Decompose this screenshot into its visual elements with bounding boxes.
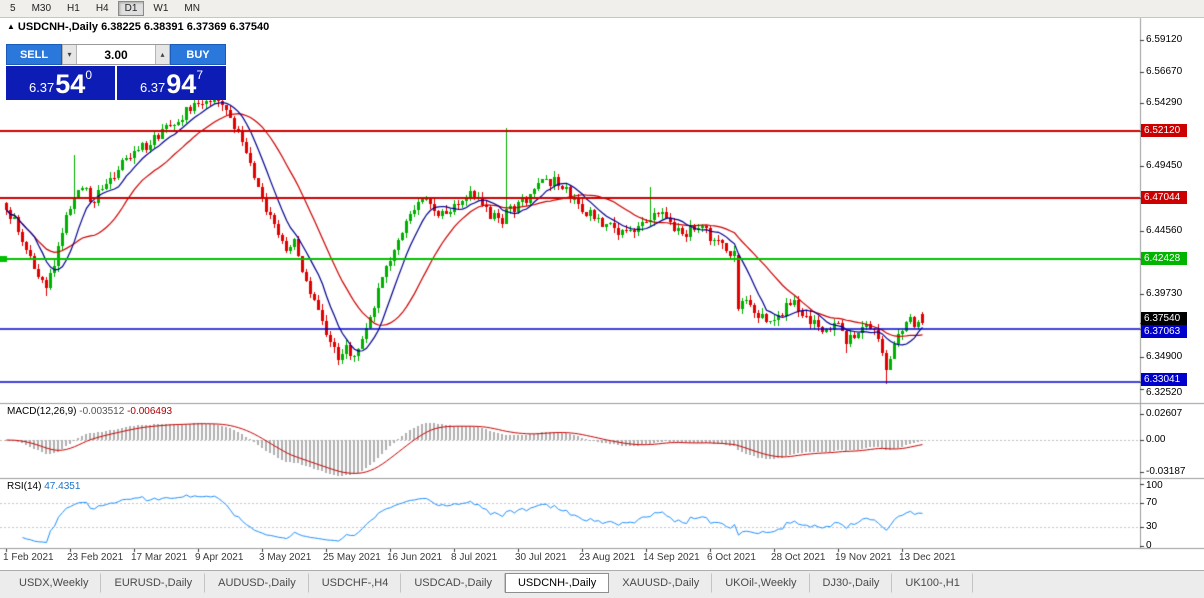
chart-tab-usdcnh-daily[interactable]: USDCNH-,Daily	[504, 573, 610, 593]
rsi-name: RSI(14)	[7, 481, 42, 492]
buy-button[interactable]: BUY	[170, 44, 226, 65]
buy-price-sup: 7	[196, 68, 204, 82]
one-click-trading-panel: SELL ▾ 3.00 ▴ BUY 6.37 54 0 6.37 94 7	[6, 44, 226, 100]
chart-tabs-bar: USDX,Weekly EURUSD-,Daily AUDUSD-,Daily USD…	[0, 570, 1204, 598]
chart-marker-icon: ▲	[7, 22, 15, 31]
volume-decrease-button[interactable]: ▾	[62, 45, 77, 64]
macd-indicator-label: MACD(12,26,9) -0.003512 -0.006493	[7, 406, 172, 417]
sell-price-sup: 0	[85, 68, 93, 82]
trade-prices-row: 6.37 54 0 6.37 94 7	[6, 66, 226, 100]
timeframe-button-w1[interactable]: W1	[153, 3, 169, 14]
triangle-up-icon: ▴	[160, 50, 165, 59]
sell-price-big: 54	[55, 69, 86, 99]
timeframe-button-5[interactable]: 5	[10, 3, 16, 14]
macd-main-value: -0.003512	[79, 406, 125, 417]
chart-ohlc-header: ▲ USDCNH-,Daily 6.38225 6.38391 6.37369 6…	[7, 21, 269, 33]
timeframe-button-d1[interactable]: D1	[117, 1, 145, 16]
sell-button[interactable]: SELL	[6, 44, 62, 65]
macd-name: MACD(12,26,9)	[7, 406, 77, 417]
macd-signal-value: -0.006493	[127, 406, 173, 417]
rsi-indicator-label: RSI(14) 47.4351	[7, 481, 80, 492]
buy-price-prefix: 6.37	[139, 80, 166, 95]
triangle-down-icon: ▾	[67, 50, 72, 59]
timeframe-button-m30[interactable]: M30	[31, 3, 52, 14]
chart-tab-usdchf-h4[interactable]: USDCHF-,H4	[309, 573, 402, 593]
trade-controls-row: SELL ▾ 3.00 ▴ BUY	[6, 44, 226, 65]
rsi-value: 47.4351	[44, 481, 81, 492]
volume-control: ▾ 3.00 ▴	[62, 44, 170, 65]
chart-tab-usdx-weekly[interactable]: USDX,Weekly	[6, 573, 102, 593]
chart-tab-xauusd-daily[interactable]: XAUUSD-,Daily	[609, 573, 713, 593]
volume-input[interactable]: 3.00	[104, 47, 128, 62]
volume-increase-button[interactable]: ▴	[155, 45, 170, 64]
chart-tab-usdcad-daily[interactable]: USDCAD-,Daily	[401, 573, 505, 593]
timeframe-button-h1[interactable]: H1	[67, 3, 80, 14]
timeframe-button-h4[interactable]: H4	[95, 3, 109, 14]
buy-price-display: 6.37 94 7	[117, 66, 226, 100]
sell-price-prefix: 6.37	[28, 80, 55, 95]
chart-tab-uk100-h1[interactable]: UK100-,H1	[892, 573, 973, 593]
chart-tab-audusd-daily[interactable]: AUDUSD-,Daily	[205, 573, 309, 593]
chart-tab-dj30-daily[interactable]: DJ30-,Daily	[810, 573, 893, 593]
chart-symbol-title: USDCNH-,Daily	[17, 21, 98, 33]
sell-price-display: 6.37 54 0	[6, 66, 115, 100]
timeframe-button-mn[interactable]: MN	[184, 3, 200, 14]
chart-tab-ukoil-weekly[interactable]: UKOil-,Weekly	[712, 573, 810, 593]
timeframe-toolbar: 5 M30 H1 H4 D1 W1 MN	[0, 0, 1204, 18]
chart-tab-eurusd-daily[interactable]: EURUSD-,Daily	[101, 573, 206, 593]
buy-price-big: 94	[166, 69, 197, 99]
chart-ohlc-values: 6.38225 6.38391 6.37369 6.37540	[101, 21, 270, 33]
